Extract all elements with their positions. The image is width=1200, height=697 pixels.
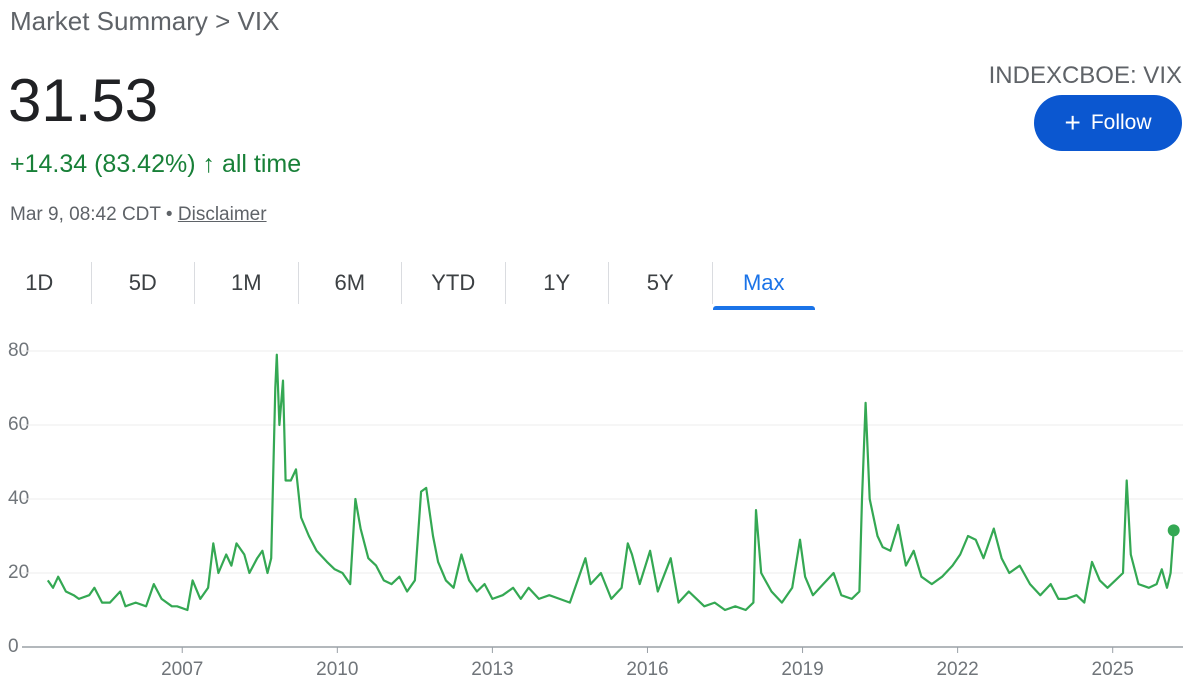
y-tick-label: 80 xyxy=(8,340,29,361)
y-tick-label: 40 xyxy=(8,488,29,509)
price-line xyxy=(46,353,1175,612)
x-tick-label: 2016 xyxy=(626,659,668,680)
y-tick-label: 20 xyxy=(8,562,29,583)
range-tab[interactable]: 5D xyxy=(90,262,195,304)
last-point xyxy=(1167,524,1180,537)
range-tabs: 1D 5D 1M 6M YTD 1Y 5Y Max xyxy=(0,262,816,310)
range-tab[interactable]: 6M xyxy=(297,262,402,304)
range-tab[interactable]: 1D xyxy=(25,270,54,295)
y-tick-label: 60 xyxy=(8,414,29,435)
range-tab[interactable]: 1Y xyxy=(504,262,609,304)
follow-button[interactable]: + Follow xyxy=(1034,95,1182,151)
disclaimer-link[interactable]: Disclaimer xyxy=(177,204,267,225)
x-tick-label: 2025 xyxy=(1092,659,1134,680)
x-tick-label: 2010 xyxy=(316,659,358,680)
period: all time xyxy=(221,150,302,178)
ticker: INDEXCBOE: VIX xyxy=(988,62,1182,89)
timestamp-line: Mar 9, 08:42 CDT • Disclaimer xyxy=(10,204,267,226)
price: 31.53 xyxy=(8,67,159,134)
range-tab[interactable]: YTD xyxy=(401,262,505,304)
x-tick-label: 2022 xyxy=(936,659,978,680)
plus-icon: + xyxy=(1064,107,1081,138)
y-tick-label: 0 xyxy=(8,636,19,657)
x-tick-label: 2013 xyxy=(471,659,513,680)
change: +14.34 (83.42%) ↑ all time xyxy=(10,150,301,179)
range-tab[interactable]: Max xyxy=(711,262,816,310)
range-tab[interactable]: 1M xyxy=(194,262,298,304)
follow-label: Follow xyxy=(1090,111,1152,134)
breadcrumb: Market Summary > VIX xyxy=(10,6,280,36)
up-arrow: ↑ xyxy=(202,150,216,178)
x-tick-label: 2007 xyxy=(161,659,203,680)
range-tab[interactable]: 5Y xyxy=(608,262,712,304)
change-value: +14.34 (83.42%) xyxy=(10,150,196,178)
x-tick-label: 2019 xyxy=(781,659,823,680)
timestamp: Mar 9, 08:42 CDT • xyxy=(10,204,173,225)
